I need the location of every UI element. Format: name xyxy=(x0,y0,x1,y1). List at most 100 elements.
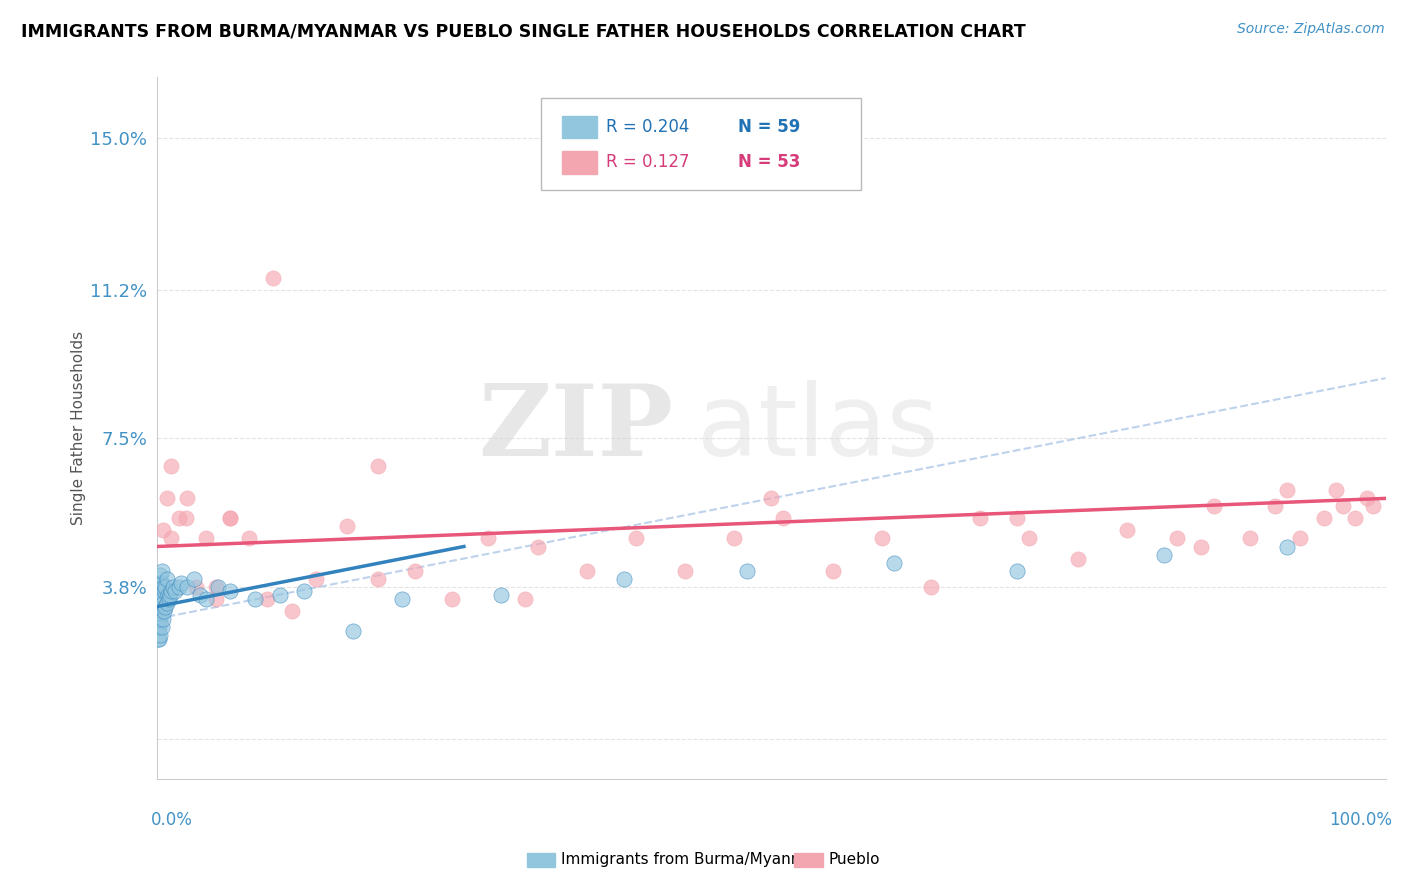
Point xyxy=(148,591,170,606)
Point xyxy=(146,632,169,646)
Point xyxy=(150,604,173,618)
Point xyxy=(153,604,176,618)
Point xyxy=(1005,564,1028,578)
Point xyxy=(515,591,537,606)
Point xyxy=(152,580,174,594)
Point xyxy=(149,580,172,594)
Point xyxy=(1288,532,1310,546)
Text: 100.0%: 100.0% xyxy=(1329,811,1392,829)
Point xyxy=(204,591,226,606)
Point xyxy=(342,624,364,638)
Point xyxy=(149,567,172,582)
Point xyxy=(526,540,548,554)
Point xyxy=(155,599,177,614)
Point xyxy=(149,628,172,642)
Point xyxy=(174,511,197,525)
Point xyxy=(155,580,177,594)
Point xyxy=(148,632,170,646)
Point xyxy=(1116,524,1139,538)
Point xyxy=(194,532,217,546)
Point xyxy=(150,564,173,578)
Point xyxy=(146,596,169,610)
Point xyxy=(1018,532,1040,546)
Point xyxy=(723,532,745,546)
Point xyxy=(148,575,170,590)
Text: Pueblo: Pueblo xyxy=(828,853,880,867)
Point xyxy=(155,491,177,506)
Point xyxy=(207,580,229,594)
Y-axis label: Single Father Households: Single Father Households xyxy=(72,331,86,525)
Point xyxy=(1277,540,1299,554)
Point xyxy=(305,572,328,586)
Point xyxy=(391,591,413,606)
Text: ZIP: ZIP xyxy=(478,380,673,476)
Text: 0.0%: 0.0% xyxy=(150,811,193,829)
Text: R = 0.127: R = 0.127 xyxy=(606,153,690,171)
Point xyxy=(167,580,190,594)
Point xyxy=(183,572,205,586)
Point xyxy=(1202,500,1225,514)
Bar xyxy=(562,116,596,138)
Point xyxy=(176,491,198,506)
Point xyxy=(219,511,242,525)
Point xyxy=(155,596,177,610)
Point xyxy=(152,612,174,626)
Point xyxy=(1344,511,1367,525)
Point xyxy=(269,588,291,602)
Point xyxy=(613,572,636,586)
Point xyxy=(148,599,170,614)
Point xyxy=(146,588,169,602)
Point xyxy=(155,572,177,586)
Point xyxy=(262,271,284,285)
Point xyxy=(204,580,226,594)
Point xyxy=(152,596,174,610)
Point xyxy=(152,524,174,538)
Point xyxy=(150,620,173,634)
Point xyxy=(170,575,193,590)
Point xyxy=(238,532,260,546)
Point xyxy=(404,564,426,578)
Point xyxy=(1277,483,1299,498)
FancyBboxPatch shape xyxy=(541,98,860,190)
Point xyxy=(153,583,176,598)
Point xyxy=(184,580,207,594)
Point xyxy=(281,604,304,618)
Point xyxy=(219,511,242,525)
Text: N = 59: N = 59 xyxy=(738,119,800,136)
Point xyxy=(160,583,183,598)
Point xyxy=(920,580,942,594)
Text: Immigrants from Burma/Myanmar: Immigrants from Burma/Myanmar xyxy=(561,853,821,867)
Point xyxy=(759,491,782,506)
Point xyxy=(440,591,463,606)
Point xyxy=(167,511,190,525)
Point xyxy=(219,583,242,598)
Text: atlas: atlas xyxy=(697,380,939,476)
Point xyxy=(292,583,315,598)
Point xyxy=(821,564,844,578)
Point xyxy=(575,564,598,578)
Point xyxy=(772,511,794,525)
Text: Source: ZipAtlas.com: Source: ZipAtlas.com xyxy=(1237,22,1385,37)
Point xyxy=(146,604,169,618)
Point xyxy=(1166,532,1188,546)
Point xyxy=(1005,511,1028,525)
Point xyxy=(1153,548,1175,562)
Point xyxy=(1324,483,1347,498)
Point xyxy=(367,459,389,474)
Point xyxy=(367,572,389,586)
Point xyxy=(194,591,217,606)
Point xyxy=(162,580,184,594)
Point xyxy=(969,511,991,525)
Point xyxy=(883,556,905,570)
Point xyxy=(1355,491,1378,506)
Point xyxy=(336,519,359,533)
Point xyxy=(149,599,172,614)
Point xyxy=(150,588,173,602)
Point xyxy=(148,612,170,626)
Point xyxy=(735,564,758,578)
Point xyxy=(489,588,512,602)
Point xyxy=(1189,540,1212,554)
Point xyxy=(148,620,170,634)
Bar xyxy=(562,151,596,174)
Point xyxy=(146,620,169,634)
